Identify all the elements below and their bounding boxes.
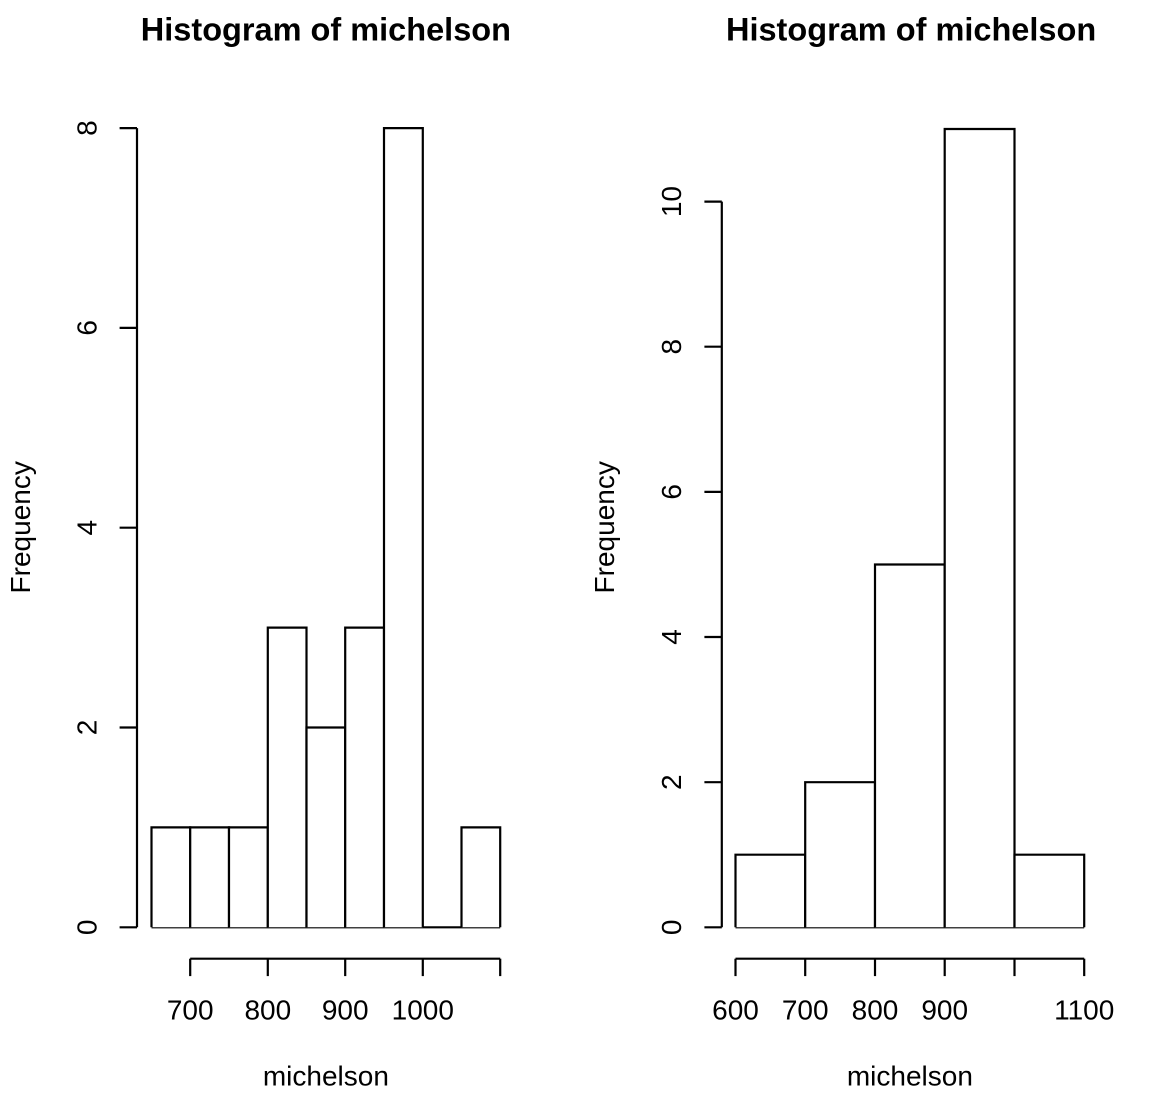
svg-text:Histogram of michelson: Histogram of michelson — [141, 11, 511, 47]
svg-text:michelson: michelson — [847, 1061, 973, 1092]
svg-text:michelson: michelson — [263, 1061, 389, 1092]
svg-text:900: 900 — [322, 994, 369, 1025]
svg-text:4: 4 — [656, 629, 687, 645]
svg-text:8: 8 — [72, 120, 103, 136]
svg-text:1000: 1000 — [392, 994, 454, 1025]
svg-text:4: 4 — [72, 520, 103, 536]
svg-text:1100: 1100 — [1054, 994, 1114, 1025]
svg-text:Frequency: Frequency — [589, 461, 620, 593]
svg-text:0: 0 — [72, 920, 103, 936]
svg-text:700: 700 — [782, 994, 829, 1025]
svg-text:900: 900 — [921, 994, 968, 1025]
svg-text:8: 8 — [656, 339, 687, 355]
svg-text:0: 0 — [656, 920, 687, 936]
svg-text:10: 10 — [656, 186, 687, 217]
svg-text:Histogram of michelson: Histogram of michelson — [726, 11, 1096, 47]
svg-text:2: 2 — [72, 720, 103, 736]
svg-text:2: 2 — [656, 774, 687, 790]
svg-text:6: 6 — [656, 484, 687, 500]
svg-text:6: 6 — [72, 320, 103, 336]
svg-text:800: 800 — [244, 994, 291, 1025]
svg-text:Frequency: Frequency — [5, 461, 36, 593]
svg-text:700: 700 — [167, 994, 214, 1025]
svg-text:800: 800 — [852, 994, 899, 1025]
svg-text:600: 600 — [712, 994, 759, 1025]
